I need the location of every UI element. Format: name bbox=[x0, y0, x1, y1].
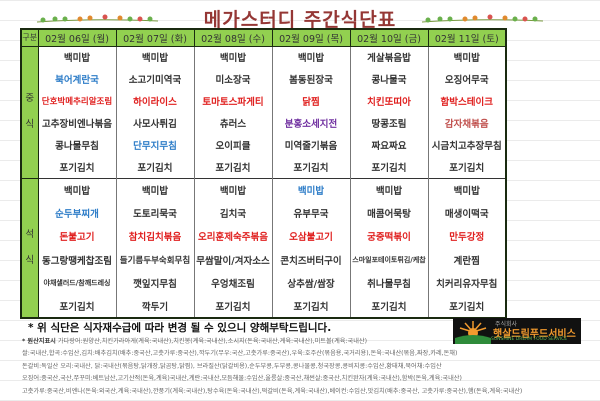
menu-item: 유부무국 bbox=[271, 201, 351, 225]
origin-line: 오징어:중국산,국산,쭈꾸미:베트남산,고기산적(돈육,계육)국내산,계란:국내… bbox=[22, 375, 462, 383]
origin-line: 쌀:국내산,합곡:수입산,김치:배추김치(배추:중국산,고춧가루:중국산),깍두… bbox=[22, 350, 458, 358]
day-header: 02월 09일 (목) bbox=[271, 28, 351, 47]
menu-item: 오리훈제숙주볶음 bbox=[193, 224, 273, 248]
menu-item: 츄러스 bbox=[193, 112, 273, 134]
menu-item: 감자채볶음 bbox=[427, 112, 507, 134]
menu-item: 오삼불고기 bbox=[271, 224, 351, 248]
menu-change-notice: * 위 식단은 식자재수급에 따라 변경 될 수 있으니 양해부탁드립니다. bbox=[28, 322, 332, 334]
flower-garland-right bbox=[421, 14, 544, 23]
day-header: 02월 10일 (금) bbox=[349, 28, 429, 47]
origin-label: * 원산지표시 bbox=[22, 338, 56, 345]
menu-item: 백미밥 bbox=[427, 46, 507, 68]
meal-label-char: 석 bbox=[25, 228, 35, 240]
menu-item: 치킨또띠아 bbox=[349, 90, 429, 112]
menu-item: 깍두기 bbox=[115, 294, 195, 318]
menu-item: 야채샐러드/참깨드레싱 bbox=[37, 271, 117, 295]
origin-line: 가다랑어:원양산,치킨가라아게(계육:국내산),치킨봉(계육:국내산),소시지(… bbox=[57, 338, 368, 345]
menu-item: 포기김치 bbox=[349, 294, 429, 318]
menu-item: 콘치즈버터구이 bbox=[271, 247, 351, 272]
menu-item: 포기김치 bbox=[193, 156, 273, 178]
menu-item: 취나물무침 bbox=[349, 271, 429, 295]
menu-item: 포기김치 bbox=[271, 294, 351, 318]
menu-item: 매생이떡국 bbox=[427, 201, 507, 225]
meal-label-char: 식 bbox=[25, 119, 35, 130]
menu-item: 고추장비엔나볶음 bbox=[37, 112, 117, 134]
sunrise-logo-icon bbox=[455, 321, 491, 344]
menu-item: 깻잎지무침 bbox=[115, 271, 195, 295]
menu-item: 포기김치 bbox=[271, 156, 351, 178]
menu-item: 콩나물국 bbox=[349, 68, 429, 90]
menu-item: 사모사튀김 bbox=[115, 112, 195, 134]
header-category: 구분 bbox=[20, 28, 39, 47]
day-header: 02월 07일 (화) bbox=[115, 28, 195, 47]
menu-item: 백미밥 bbox=[37, 46, 117, 68]
menu-item: 게살볶음밥 bbox=[349, 46, 429, 68]
menu-item: 돈불고기 bbox=[37, 224, 117, 248]
menu-item: 오징어무국 bbox=[427, 68, 507, 90]
menu-item: 분홍소세지전 bbox=[271, 112, 351, 134]
day-header: 02월 11일 (토) bbox=[427, 28, 507, 47]
meal-label-char: 식 bbox=[25, 254, 35, 266]
menu-item: 시금치고추장무침 bbox=[427, 134, 507, 156]
menu-item: 백미밥 bbox=[271, 177, 351, 202]
day-header: 02월 08일 (수) bbox=[193, 28, 273, 47]
menu-item: 포기김치 bbox=[37, 294, 117, 318]
menu-item: 상추쌈/쌈장 bbox=[271, 271, 351, 295]
menu-item: 포기김치 bbox=[115, 156, 195, 178]
menu-item: 들기름두부숙회무침 bbox=[115, 247, 195, 272]
menu-item: 백미밥 bbox=[349, 177, 429, 202]
menu-item: 백미밥 bbox=[115, 177, 195, 202]
weekly-menu-table: 구분 02월 06일 (월) 02월 07일 (화) 02월 08일 (수) 02월 … bbox=[20, 28, 507, 319]
menu-item: 단무지무침 bbox=[115, 134, 195, 156]
menu-item: 계란찜 bbox=[427, 247, 507, 272]
menu-item: 미소장국 bbox=[193, 68, 273, 90]
menu-item: 콩나물무침 bbox=[37, 134, 117, 156]
menu-item: 궁중떡볶이 bbox=[349, 224, 429, 248]
menu-item: 북어계란국 bbox=[37, 68, 117, 90]
menu-item: 포기김치 bbox=[427, 156, 507, 178]
menu-item: 스마일포테이토튀김/케찹 bbox=[349, 247, 429, 272]
menu-item: 백미밥 bbox=[115, 46, 195, 68]
menu-item: 포기김치 bbox=[37, 156, 117, 178]
menu-item: 백미밥 bbox=[193, 177, 273, 202]
origin-labeling: * 원산지표시 가다랑어:원양산,치킨가라아게(계육:국내산),치킨봉(계육:국… bbox=[22, 336, 522, 398]
origin-line: 고춧가루:중국산,비엔나(돈육:외국산,계육:국내산),깐풍기(계육:국내산),… bbox=[22, 387, 523, 395]
flower-garland-left bbox=[36, 14, 159, 23]
menu-item: 참치김치볶음 bbox=[115, 224, 195, 248]
menu-item: 치커리유자무침 bbox=[427, 271, 507, 295]
menu-item: 김치국 bbox=[193, 201, 273, 225]
menu-item: 하이라이스 bbox=[115, 90, 195, 112]
menu-item: 도토리묵국 bbox=[115, 201, 195, 225]
menu-item: 백미밥 bbox=[37, 177, 117, 202]
menu-item: 포기김치 bbox=[193, 294, 273, 318]
menu-item: 오이피클 bbox=[193, 134, 273, 156]
menu-item: 만두강정 bbox=[427, 224, 507, 248]
menu-item: 동그랑땡케찹조림 bbox=[37, 247, 117, 272]
meal-label-char: 중 bbox=[25, 93, 35, 104]
menu-item: 백미밥 bbox=[193, 46, 273, 68]
menu-item: 미역줄기볶음 bbox=[271, 134, 351, 156]
origin-line: 돈갈비:독일산 오리:국내산, 닭:국내산(볶음탕,닭개장,닭곰탕,닭찜), 브… bbox=[22, 362, 442, 370]
menu-item: 무쌈말이/겨자소스 bbox=[193, 247, 273, 272]
menu-item: 땅콩조림 bbox=[349, 112, 429, 134]
menu-item: 봄동된장국 bbox=[271, 68, 351, 90]
menu-item: 우엉채조림 bbox=[193, 271, 273, 295]
menu-item: 포기김치 bbox=[349, 156, 429, 178]
menu-item: 단호박메추리알조림 bbox=[37, 90, 117, 112]
menu-item: 백미밥 bbox=[427, 177, 507, 202]
company-logo: 주식회사 햇살드림푸드서비스 SUNSHINE DREAM FOOD SERVI… bbox=[453, 318, 581, 344]
menu-item: 닭찜 bbox=[271, 90, 351, 112]
menu-item: 토마토스파게티 bbox=[193, 90, 273, 112]
menu-item: 매콤어묵탕 bbox=[349, 201, 429, 225]
menu-item: 소고기미역국 bbox=[115, 68, 195, 90]
menu-item: 포기김치 bbox=[427, 294, 507, 318]
day-header: 02월 06일 (월) bbox=[37, 28, 117, 47]
page-title: 메가스터디 주간식단표 bbox=[203, 9, 397, 31]
menu-item: 짜요짜요 bbox=[349, 134, 429, 156]
menu-item: 순두부찌개 bbox=[37, 201, 117, 225]
menu-item: 백미밥 bbox=[271, 46, 351, 68]
menu-item: 함박스테이크 bbox=[427, 90, 507, 112]
